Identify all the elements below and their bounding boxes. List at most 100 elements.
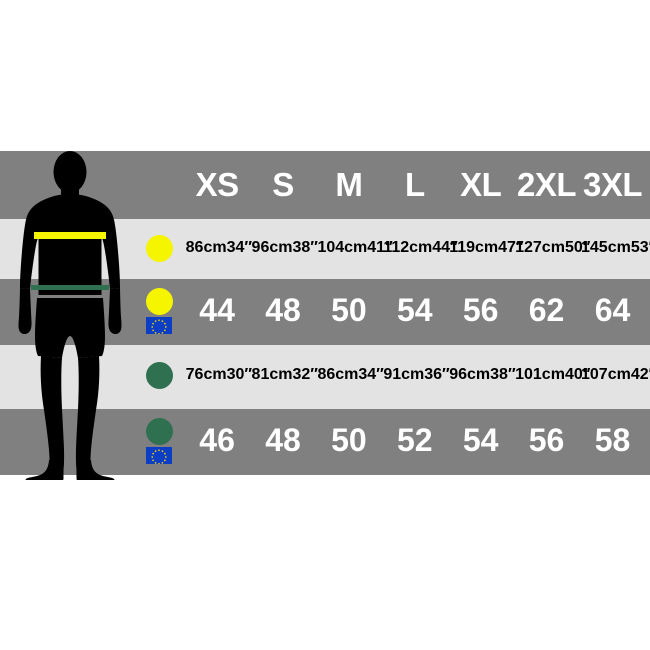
- value-primary: 56: [528, 421, 565, 458]
- column-header-label: 3XL: [582, 165, 643, 203]
- yellow-measure-band: [34, 232, 106, 239]
- value-primary: 54: [396, 291, 433, 328]
- cell-chest-cm-xs: 86cm34″: [185, 219, 252, 277]
- value-primary: 96cm: [251, 238, 293, 256]
- cell-waist-eu-2xl: 56: [515, 409, 578, 472]
- column-header-s: S: [251, 154, 315, 217]
- cell-waist-eu-xs: 46: [185, 409, 249, 472]
- value-primary: 145cm: [581, 238, 631, 256]
- table-row-chest-cm: 86cm34″ 96cm38″ 104cm41″ 112cm44″ 119cm4…: [136, 219, 650, 277]
- cell-chest-eu-xs: 44: [185, 279, 249, 343]
- value-primary: 96cm: [449, 366, 491, 384]
- row-icon-chest-eu: [136, 279, 183, 343]
- value-secondary: 53″: [630, 238, 650, 256]
- column-header-label: L: [404, 165, 425, 203]
- value-primary: 127cm: [515, 238, 565, 256]
- yellow-dot-icon: [145, 234, 173, 262]
- cell-chest-cm-l: 112cm44″: [383, 219, 458, 277]
- column-header-3xl: 3XL: [581, 154, 644, 217]
- green-dot-icon: [145, 362, 173, 390]
- row-icon-waist-cm: [136, 345, 183, 407]
- cell-chest-cm-3xl: 145cm53″: [581, 219, 650, 277]
- value-primary: 52: [396, 421, 433, 458]
- value-primary: 112cm: [383, 238, 433, 256]
- row-icon-chest-cm: [136, 219, 183, 277]
- column-header-label: XL: [460, 165, 502, 203]
- value-primary: 101cm: [515, 366, 565, 384]
- value-primary: 91cm: [383, 366, 425, 384]
- cell-waist-eu-xl: 54: [449, 409, 513, 472]
- eu-flag-icon: [146, 316, 173, 334]
- icon-stack: [136, 220, 183, 277]
- eu-flag-icon: [146, 446, 173, 464]
- column-header-label: M: [335, 165, 363, 203]
- value-primary: 48: [265, 291, 301, 328]
- value-secondary: 42″: [630, 366, 650, 384]
- value-primary: 107cm: [581, 366, 631, 384]
- icon-stack: [136, 345, 183, 406]
- table-row-waist-cm: 76cm30″ 81cm32″ 86cm34″ 91cm36″ 96cm38″ …: [136, 345, 650, 407]
- value-secondary: 38″: [292, 238, 318, 256]
- value-primary: 54: [462, 421, 499, 458]
- size-table: XS S M L XL 2XL 3XL 86cm34″ 96cm38″ 104c…: [133, 151, 650, 475]
- value-secondary: 30″: [226, 366, 253, 384]
- cell-chest-cm-m: 104cm41″: [317, 219, 393, 277]
- cell-waist-cm-m: 86cm34″: [317, 345, 384, 407]
- icon-stack: [136, 409, 183, 472]
- value-secondary: 38″: [490, 366, 516, 384]
- cell-chest-eu-s: 48: [251, 279, 315, 343]
- value-primary: 44: [199, 291, 235, 328]
- value-primary: 50: [331, 421, 367, 458]
- value-secondary: 32″: [292, 366, 318, 384]
- value-primary: 76cm: [185, 366, 227, 384]
- cell-waist-eu-3xl: 58: [581, 409, 644, 472]
- green-dot-icon: [145, 417, 173, 445]
- value-primary: 50: [331, 291, 367, 328]
- value-primary: 46: [199, 421, 235, 458]
- cell-chest-eu-2xl: 62: [515, 279, 578, 343]
- body-silhouette-figure: [8, 148, 132, 480]
- value-primary: 56: [462, 291, 499, 328]
- column-header-label: 2XL: [517, 165, 577, 203]
- cell-waist-eu-l: 52: [383, 409, 447, 472]
- column-header-xs: XS: [185, 154, 249, 217]
- male-body-silhouette: [18, 151, 122, 480]
- value-primary: 62: [528, 291, 565, 328]
- value-secondary: 34″: [358, 366, 384, 384]
- value-secondary: 36″: [424, 366, 450, 384]
- value-primary: 64: [594, 291, 631, 328]
- cell-waist-cm-xl: 96cm38″: [449, 345, 516, 407]
- table-row-header: XS S M L XL 2XL 3XL: [136, 154, 644, 217]
- yellow-dot-icon: [145, 287, 173, 315]
- value-primary: 81cm: [251, 366, 293, 384]
- column-header-m: M: [317, 154, 381, 217]
- column-header-label: XS: [195, 165, 240, 203]
- column-header-2xl: 2XL: [515, 154, 578, 217]
- column-header-label: S: [272, 165, 294, 203]
- cell-chest-eu-xl: 56: [449, 279, 513, 343]
- cell-chest-eu-m: 50: [317, 279, 381, 343]
- cell-waist-eu-s: 48: [251, 409, 315, 472]
- cell-chest-cm-s: 96cm38″: [251, 219, 318, 277]
- value-primary: 104cm: [317, 238, 368, 256]
- cell-waist-cm-3xl: 107cm42″: [581, 345, 650, 407]
- icon-stack: [136, 279, 183, 342]
- cell-chest-cm-2xl: 127cm50″: [515, 219, 590, 277]
- header-icon-cell: [136, 154, 183, 217]
- green-measure-band: [31, 285, 109, 290]
- column-header-xl: XL: [449, 154, 513, 217]
- cell-waist-cm-xs: 76cm30″: [185, 345, 253, 407]
- value-primary: 48: [265, 421, 301, 458]
- value-primary: 119cm: [449, 238, 499, 256]
- value-primary: 86cm: [185, 238, 227, 256]
- cell-chest-eu-l: 54: [383, 279, 447, 343]
- value-primary: 86cm: [317, 366, 359, 384]
- value-primary: 58: [594, 421, 631, 458]
- cell-chest-eu-3xl: 64: [581, 279, 644, 343]
- table-row-chest-eu: 44 48 50 54 56 62 64: [136, 279, 644, 343]
- table-row-waist-eu: 46 48 50 52 54 56 58: [136, 409, 644, 472]
- cell-waist-cm-s: 81cm32″: [251, 345, 318, 407]
- row-icon-waist-eu: [136, 409, 183, 472]
- cell-waist-eu-m: 50: [317, 409, 381, 472]
